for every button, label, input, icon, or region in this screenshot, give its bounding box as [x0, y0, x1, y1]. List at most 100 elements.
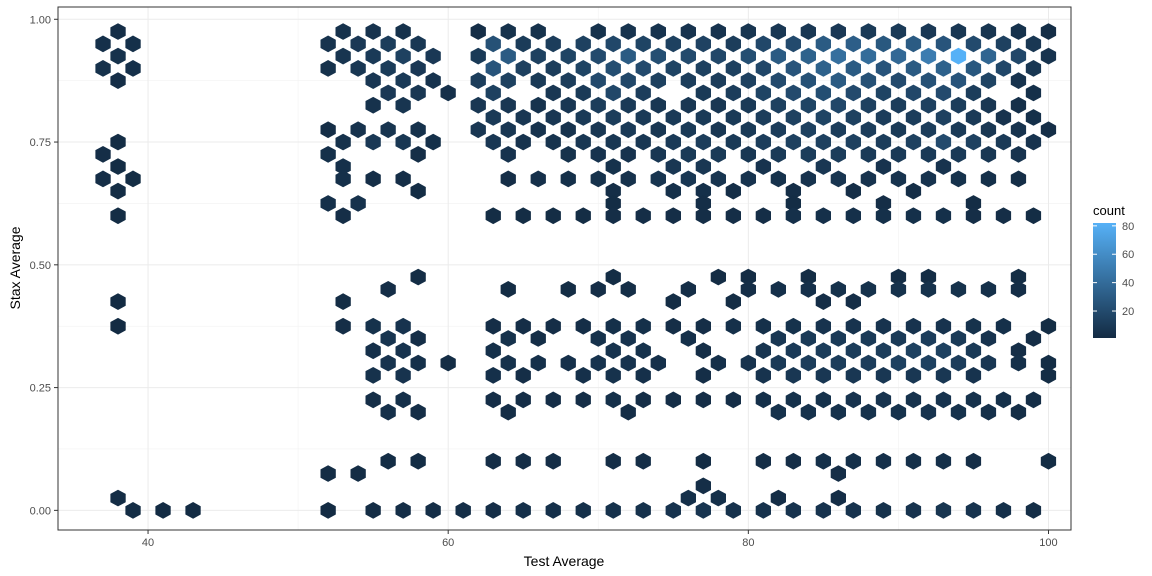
hex-cell	[110, 293, 126, 310]
hex-cell	[665, 182, 681, 200]
hex-cell	[110, 23, 126, 40]
hex-cell	[1010, 96, 1027, 114]
hex-cell	[155, 502, 171, 519]
hex-cell	[800, 170, 816, 188]
hex-cell	[890, 72, 907, 89]
hex-cell	[785, 109, 801, 126]
hex-cell	[770, 72, 786, 89]
hex-cell	[830, 47, 846, 65]
hex-cell	[740, 170, 756, 188]
hex-cell	[320, 35, 336, 53]
hex-cell	[785, 391, 801, 409]
hex-cell	[785, 367, 801, 384]
hex-cell	[875, 158, 892, 175]
hex-cell	[635, 317, 651, 335]
hex-cell	[1025, 35, 1042, 53]
hex-cell	[680, 96, 696, 114]
hex-cell	[530, 121, 546, 139]
hex-cell	[905, 452, 922, 470]
hex-cell	[830, 121, 846, 139]
hex-cell	[485, 317, 501, 335]
hex-cell	[95, 35, 111, 53]
hex-cell	[755, 207, 771, 225]
hex-cell	[935, 502, 952, 519]
hex-cell	[635, 452, 651, 470]
hex-cell	[380, 35, 396, 53]
hex-cell	[980, 170, 997, 188]
hex-cell	[350, 465, 366, 482]
hex-cell	[725, 35, 741, 53]
hex-cell	[125, 170, 141, 188]
hex-cell	[785, 35, 801, 53]
hex-cell	[560, 47, 576, 65]
hex-cell	[695, 195, 711, 212]
hex-cell	[875, 109, 892, 126]
hex-cell	[605, 35, 621, 53]
legend-label: 40	[1122, 278, 1134, 290]
hex-cell	[710, 146, 726, 163]
hex-cell	[530, 23, 546, 40]
hex-cell	[665, 158, 681, 175]
hex-cell	[125, 502, 141, 519]
hex-cell	[710, 23, 726, 40]
hex-cell	[395, 502, 411, 519]
hex-cell	[320, 195, 336, 212]
hex-cell	[980, 354, 997, 372]
hex-cell	[620, 146, 636, 163]
hex-cell	[605, 502, 621, 519]
hex-cell	[770, 281, 786, 298]
hex-cell	[110, 72, 126, 89]
hex-cell	[695, 84, 711, 102]
hex-cell	[335, 317, 351, 335]
hex-cell	[950, 281, 967, 298]
hex-cell	[380, 121, 396, 139]
hex-cell	[1025, 60, 1042, 77]
hex-cell	[620, 96, 636, 114]
hex-cell	[485, 391, 501, 409]
hex-cell	[560, 170, 576, 188]
hex-cell	[1010, 354, 1027, 372]
hex-cell	[380, 354, 396, 372]
hex-cell	[605, 452, 621, 470]
hex-cell	[905, 133, 922, 151]
hex-cell	[110, 133, 126, 151]
hex-cell	[665, 502, 681, 519]
hex-cell	[800, 47, 816, 65]
hex-cell	[905, 502, 922, 519]
hex-cell	[845, 342, 861, 360]
hex-cell	[800, 268, 816, 286]
hex-cell	[605, 195, 621, 212]
x-tick-label: 100	[1039, 537, 1057, 549]
hex-cell	[860, 23, 877, 40]
hex-cell	[320, 146, 336, 163]
hex-cell	[920, 330, 937, 347]
hex-cell	[365, 391, 381, 409]
hex-cell	[890, 268, 907, 286]
hex-cell	[740, 268, 756, 286]
hex-cell	[485, 452, 501, 470]
hex-cell	[320, 465, 336, 482]
hex-cell	[770, 403, 786, 421]
hex-cell	[905, 182, 922, 200]
hex-cell	[590, 47, 606, 65]
hex-cell	[620, 354, 636, 372]
hex-cell	[950, 146, 967, 163]
hex-cell	[485, 502, 501, 519]
hex-cell	[755, 317, 771, 335]
hex-cell	[470, 96, 486, 114]
hex-cell	[785, 133, 801, 151]
hex-cell	[395, 47, 411, 65]
hex-cell	[890, 403, 907, 421]
hex-cell	[860, 403, 877, 421]
hex-cell	[365, 342, 381, 360]
hex-cell	[695, 342, 711, 360]
hex-cell	[575, 60, 591, 77]
hex-cell	[455, 502, 471, 519]
hex-cell	[950, 47, 967, 65]
hex-cell	[485, 60, 501, 77]
hex-cell	[530, 72, 546, 89]
hex-cell	[350, 35, 366, 53]
hex-cell	[785, 207, 801, 225]
hex-cell	[695, 35, 711, 53]
hex-cell	[815, 109, 831, 126]
